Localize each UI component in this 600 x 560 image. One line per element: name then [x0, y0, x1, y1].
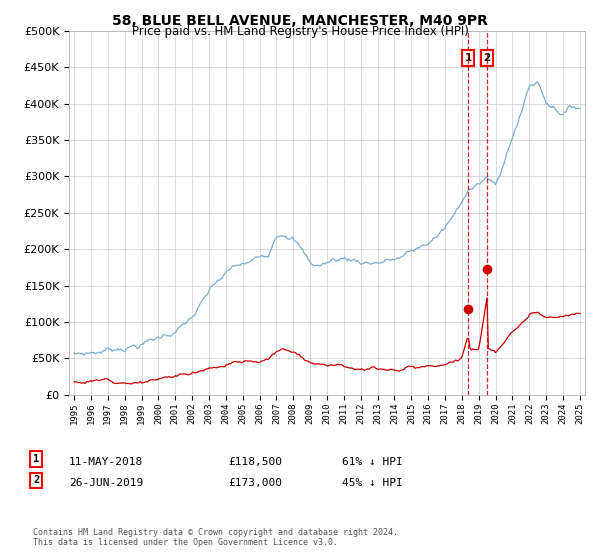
Text: 26-JUN-2019: 26-JUN-2019 [69, 478, 143, 488]
Text: 11-MAY-2018: 11-MAY-2018 [69, 457, 143, 467]
Text: 2: 2 [33, 475, 39, 486]
Text: Contains HM Land Registry data © Crown copyright and database right 2024.
This d: Contains HM Land Registry data © Crown c… [33, 528, 398, 547]
Text: Price paid vs. HM Land Registry's House Price Index (HPI): Price paid vs. HM Land Registry's House … [131, 25, 469, 38]
Text: 58, BLUE BELL AVENUE, MANCHESTER, M40 9PR: 58, BLUE BELL AVENUE, MANCHESTER, M40 9P… [112, 14, 488, 28]
Text: £173,000: £173,000 [228, 478, 282, 488]
Text: 2: 2 [484, 53, 491, 63]
Text: 45% ↓ HPI: 45% ↓ HPI [342, 478, 403, 488]
Text: 1: 1 [33, 454, 39, 464]
Text: £118,500: £118,500 [228, 457, 282, 467]
Text: 61% ↓ HPI: 61% ↓ HPI [342, 457, 403, 467]
Text: 1: 1 [464, 53, 472, 63]
